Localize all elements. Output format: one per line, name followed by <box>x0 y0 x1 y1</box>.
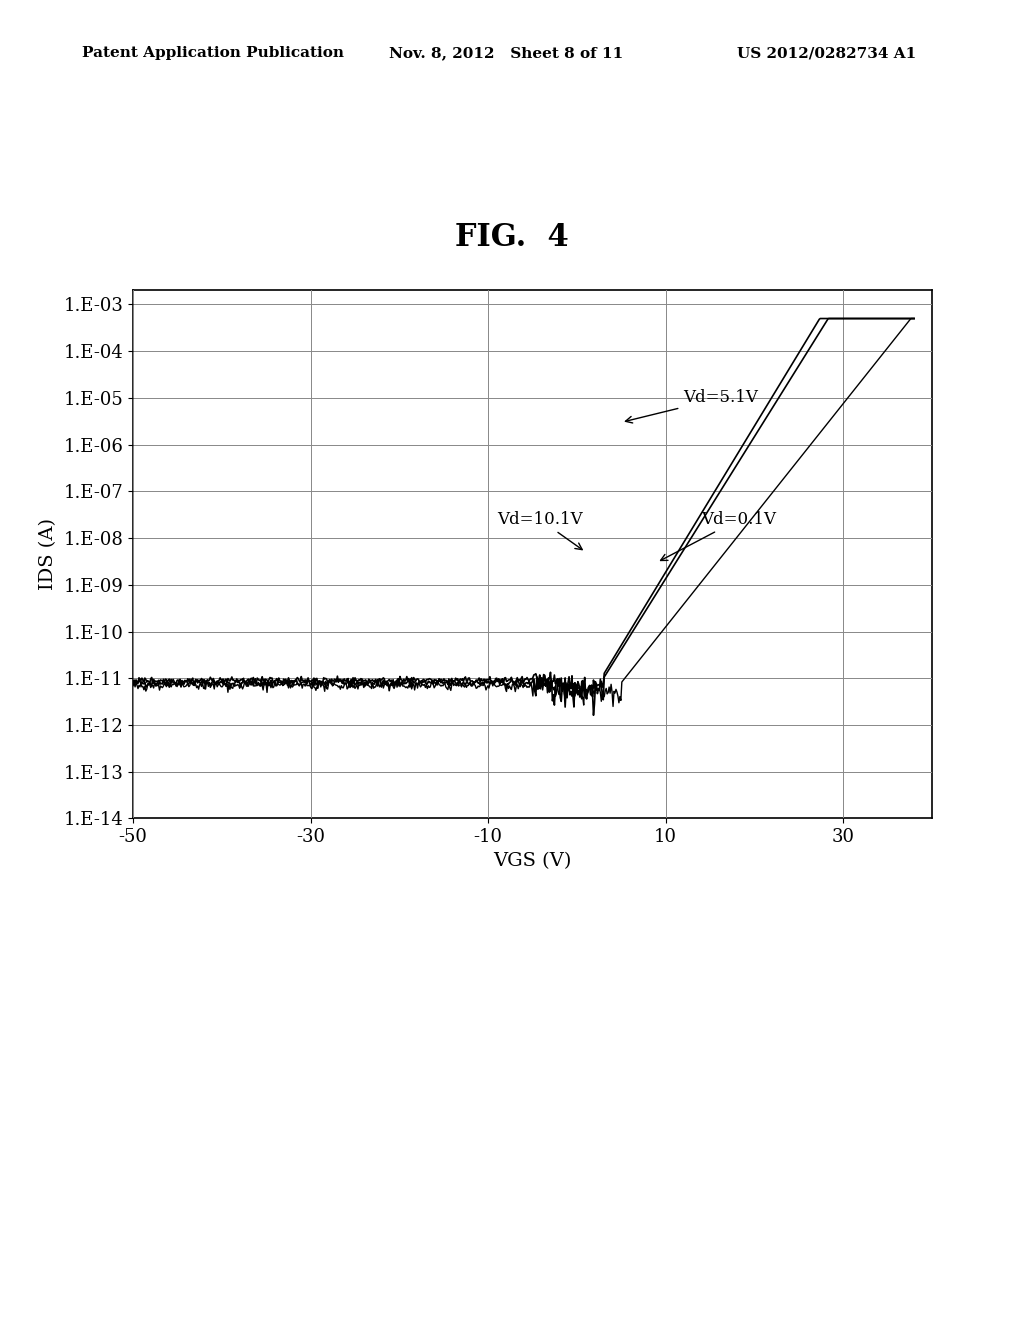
Text: Vd=10.1V: Vd=10.1V <box>497 511 583 549</box>
Text: Vd=0.1V: Vd=0.1V <box>660 511 776 561</box>
Text: FIG.  4: FIG. 4 <box>455 222 569 253</box>
Text: Vd=5.1V: Vd=5.1V <box>626 389 758 422</box>
X-axis label: VGS (V): VGS (V) <box>494 851 571 870</box>
Y-axis label: IDS (A): IDS (A) <box>39 519 56 590</box>
Text: Nov. 8, 2012   Sheet 8 of 11: Nov. 8, 2012 Sheet 8 of 11 <box>389 46 624 61</box>
Text: US 2012/0282734 A1: US 2012/0282734 A1 <box>737 46 916 61</box>
Text: Patent Application Publication: Patent Application Publication <box>82 46 344 61</box>
